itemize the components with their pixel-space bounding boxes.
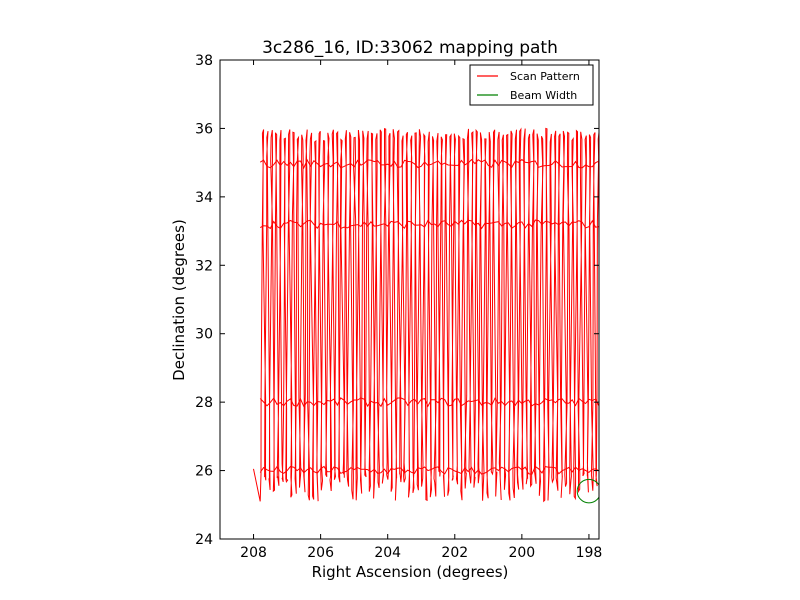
x-tick-label: 204	[374, 545, 401, 561]
y-tick-label: 24	[195, 532, 213, 548]
scan-band-trace	[259, 219, 599, 230]
x-tick-label: 208	[240, 545, 267, 561]
scan-pattern-line	[253, 127, 599, 503]
x-tick-label: 206	[307, 545, 334, 561]
y-tick-label: 28	[195, 395, 213, 411]
x-axis-ticks: 208 206 204 202 200 198	[240, 60, 602, 561]
plot-frame	[219, 59, 600, 540]
legend-box	[469, 64, 594, 106]
scan-pattern-series	[253, 127, 599, 503]
legend: Scan Pattern Beam Width	[469, 64, 594, 106]
x-tick-label: 198	[576, 545, 603, 561]
beam-width-circle	[576, 478, 599, 504]
beam-width-series	[576, 478, 599, 504]
x-axis-label: Right Ascension (degrees)	[312, 563, 509, 581]
x-tick-label: 202	[441, 545, 468, 561]
legend-label-beam-width: Beam Width	[510, 89, 577, 102]
y-tick-label: 32	[195, 258, 213, 274]
scan-band-trace	[259, 465, 599, 475]
scan-band-trace	[259, 397, 599, 408]
scan-band-trace	[259, 158, 599, 169]
y-tick-label: 36	[195, 121, 213, 137]
chart-title: 3c286_16, ID:33062 mapping path	[262, 38, 558, 58]
y-tick-label: 38	[195, 53, 213, 69]
x-tick-label: 200	[508, 545, 535, 561]
y-axis-ticks: 24 26 28 30 32 34 36 38	[195, 53, 599, 548]
legend-label-scan-pattern: Scan Pattern	[510, 70, 580, 83]
y-tick-label: 26	[195, 464, 213, 480]
y-axis-label: Declination (degrees)	[170, 219, 188, 381]
y-tick-label: 30	[195, 327, 213, 343]
y-tick-label: 34	[195, 190, 213, 206]
